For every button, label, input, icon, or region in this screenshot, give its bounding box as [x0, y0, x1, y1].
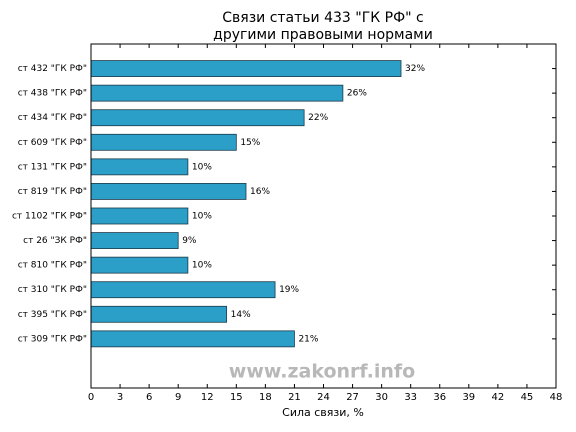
x-tick-label: 21: [288, 392, 301, 403]
x-tick-label: 18: [259, 392, 272, 403]
x-tick-label: 30: [375, 392, 388, 403]
bar: [90, 281, 276, 299]
bar: [90, 84, 344, 102]
bar: [90, 158, 189, 176]
y-tick-label: ст 1102 "ГК РФ": [12, 212, 87, 222]
x-tick-label: 45: [521, 392, 534, 403]
chart-title: другими правовыми нормами: [213, 27, 433, 43]
y-tick-label: ст 395 "ГК РФ": [18, 310, 87, 320]
x-tick-label: 0: [88, 392, 94, 403]
bar: [90, 207, 189, 225]
value-label: 10%: [192, 162, 212, 172]
x-tick-label: 36: [433, 392, 446, 403]
x-tick-label: 39: [462, 392, 475, 403]
y-tick-label: ст 26 "ЗК РФ": [23, 236, 87, 246]
bar: [90, 232, 179, 249]
y-tick-label: ст 310 "ГК РФ": [18, 285, 87, 295]
x-tick-label: 12: [201, 392, 214, 403]
value-label: 10%: [192, 212, 212, 222]
bar: [90, 133, 237, 151]
value-label: 22%: [308, 113, 328, 123]
x-tick-label: 3: [117, 392, 123, 403]
x-tick-label: 15: [230, 392, 243, 403]
value-label: 16%: [250, 187, 270, 197]
value-label: 19%: [279, 285, 299, 295]
x-tick-label: 6: [146, 392, 152, 403]
x-axis-label: Сила связи, %: [282, 406, 364, 419]
bar: [90, 305, 228, 323]
y-tick-label: ст 309 "ГК РФ": [18, 334, 87, 344]
x-tick-label: 33: [404, 392, 417, 403]
bar: [90, 256, 189, 274]
value-label: 21%: [298, 334, 318, 344]
x-tick-label: 24: [317, 392, 330, 403]
value-label: 14%: [231, 310, 251, 320]
chart-title: Связи статьи 433 "ГК РФ" с: [222, 10, 423, 26]
bar: [90, 183, 247, 200]
value-label: 15%: [240, 138, 260, 148]
value-label: 26%: [347, 89, 367, 99]
x-tick-label: 9: [175, 392, 181, 403]
x-tick-label: 48: [550, 392, 563, 403]
value-label: 32%: [405, 64, 425, 74]
x-tick-label: 42: [492, 392, 505, 403]
y-tick-label: ст 819 "ГК РФ": [18, 187, 87, 197]
value-label: 10%: [192, 261, 212, 271]
watermark: www.zakonrf.info: [229, 361, 415, 383]
y-tick-label: ст 432 "ГК РФ": [18, 64, 87, 74]
y-tick-label: ст 609 "ГК РФ": [18, 138, 87, 148]
y-tick-label: ст 438 "ГК РФ": [18, 89, 87, 99]
x-tick-label: 27: [346, 392, 359, 403]
value-label: 9%: [182, 236, 197, 246]
y-tick-label: ст 810 "ГК РФ": [18, 261, 87, 271]
bar: [90, 109, 305, 127]
y-tick-label: ст 434 "ГК РФ": [18, 113, 87, 123]
bar: [90, 60, 402, 77]
plot-frame: [90, 43, 557, 389]
y-tick-label: ст 131 "ГК РФ": [18, 162, 87, 172]
bar: [90, 330, 295, 348]
